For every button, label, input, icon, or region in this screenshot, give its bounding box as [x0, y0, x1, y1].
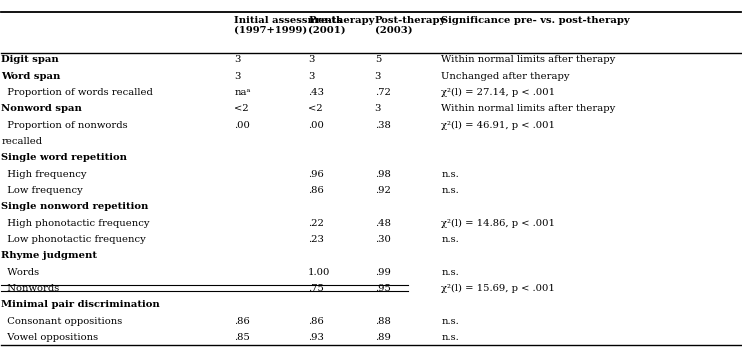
Text: .72: .72 [375, 88, 390, 97]
Text: n.s.: n.s. [441, 186, 459, 195]
Text: n.s.: n.s. [441, 317, 459, 326]
Text: .93: .93 [308, 333, 324, 342]
Text: n.s.: n.s. [441, 235, 459, 244]
Text: .43: .43 [308, 88, 324, 97]
Text: Within normal limits after therapy: Within normal limits after therapy [441, 104, 615, 113]
Text: 3: 3 [234, 55, 240, 64]
Text: Post-therapy
(2003): Post-therapy (2003) [375, 16, 446, 35]
Text: .22: .22 [308, 219, 324, 228]
Text: Unchanged after therapy: Unchanged after therapy [441, 72, 570, 81]
Text: Digit span: Digit span [1, 55, 59, 64]
Text: .86: .86 [308, 186, 324, 195]
Text: .86: .86 [308, 317, 324, 326]
Text: χ²(l) = 46.91, p < .001: χ²(l) = 46.91, p < .001 [441, 121, 555, 130]
Text: High phonotactic frequency: High phonotactic frequency [1, 219, 150, 228]
Text: .00: .00 [234, 121, 250, 130]
Text: 3: 3 [234, 72, 240, 81]
Text: Vowel oppositions: Vowel oppositions [1, 333, 99, 342]
Text: .00: .00 [308, 121, 324, 130]
Text: 3: 3 [375, 104, 381, 113]
Text: .85: .85 [234, 333, 250, 342]
Text: Word span: Word span [1, 72, 61, 81]
Text: Low frequency: Low frequency [1, 186, 83, 195]
Text: .48: .48 [375, 219, 391, 228]
Text: Within normal limits after therapy: Within normal limits after therapy [441, 55, 615, 64]
Text: .38: .38 [375, 121, 390, 130]
Text: .89: .89 [375, 333, 390, 342]
Text: Proportion of words recalled: Proportion of words recalled [1, 88, 154, 97]
Text: .95: .95 [375, 284, 390, 293]
Text: 5: 5 [375, 55, 381, 64]
Text: Proportion of nonwords: Proportion of nonwords [1, 121, 128, 130]
Text: 3: 3 [308, 72, 315, 81]
Text: Nonwords: Nonwords [1, 284, 59, 293]
Text: Single nonword repetition: Single nonword repetition [1, 202, 148, 211]
Text: .98: .98 [375, 170, 390, 178]
Text: 3: 3 [308, 55, 315, 64]
Text: Significance pre- vs. post-therapy: Significance pre- vs. post-therapy [441, 16, 630, 25]
Text: n.s.: n.s. [441, 333, 459, 342]
Text: .75: .75 [308, 284, 324, 293]
Text: 1.00: 1.00 [308, 268, 330, 277]
Text: .96: .96 [308, 170, 324, 178]
Text: .92: .92 [375, 186, 390, 195]
Text: <2: <2 [234, 104, 249, 113]
Text: Consonant oppositions: Consonant oppositions [1, 317, 122, 326]
Text: Low phonotactic frequency: Low phonotactic frequency [1, 235, 146, 244]
Text: Minimal pair discrimination: Minimal pair discrimination [1, 300, 160, 310]
Text: recalled: recalled [1, 137, 42, 146]
Text: naᵃ: naᵃ [234, 88, 251, 97]
Text: Pre-therapy
(2001): Pre-therapy (2001) [308, 16, 375, 35]
Text: .86: .86 [234, 317, 250, 326]
Text: Rhyme judgment: Rhyme judgment [1, 251, 97, 260]
Text: n.s.: n.s. [441, 268, 459, 277]
Text: χ²(l) = 14.86, p < .001: χ²(l) = 14.86, p < .001 [441, 219, 555, 228]
Text: Words: Words [1, 268, 39, 277]
Text: .30: .30 [375, 235, 390, 244]
Text: χ²(l) = 15.69, p < .001: χ²(l) = 15.69, p < .001 [441, 284, 555, 293]
Text: .99: .99 [375, 268, 390, 277]
Text: χ²(l) = 27.14, p < .001: χ²(l) = 27.14, p < .001 [441, 88, 555, 97]
Text: Initial assessments
(1997+1999): Initial assessments (1997+1999) [234, 16, 342, 35]
Text: 3: 3 [375, 72, 381, 81]
Text: n.s.: n.s. [441, 170, 459, 178]
Text: .23: .23 [308, 235, 324, 244]
Text: .88: .88 [375, 317, 390, 326]
Text: High frequency: High frequency [1, 170, 87, 178]
Text: <2: <2 [308, 104, 323, 113]
Text: Nonword span: Nonword span [1, 104, 82, 113]
Text: Single word repetition: Single word repetition [1, 154, 128, 162]
